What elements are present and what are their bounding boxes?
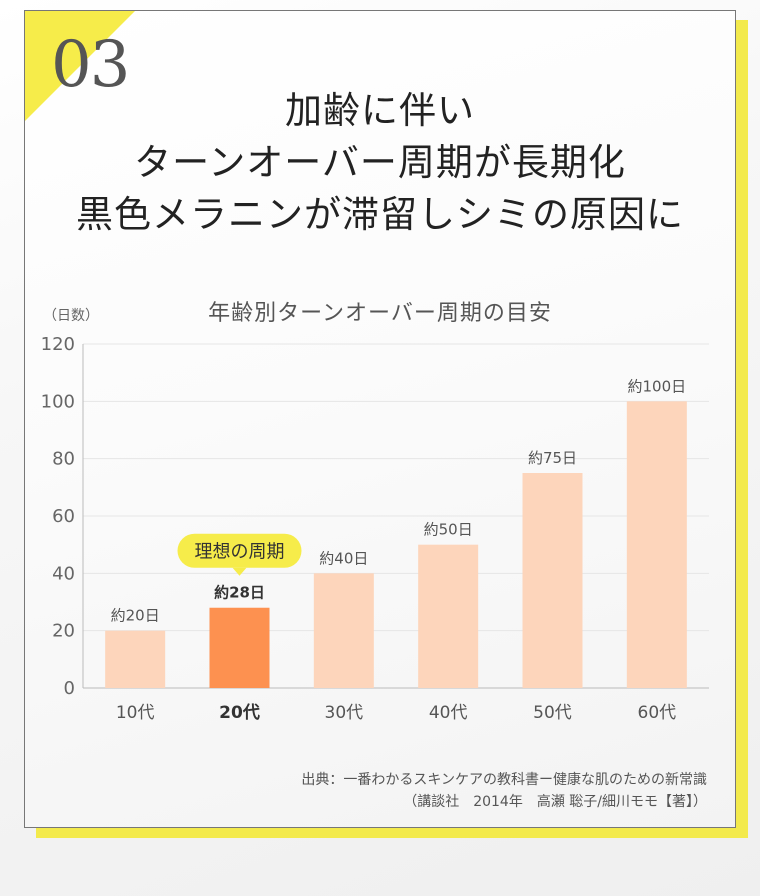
- bar: [418, 544, 479, 688]
- bar: [105, 630, 166, 688]
- data-label: 約28日: [214, 584, 265, 602]
- y-tick-label: 0: [64, 678, 75, 699]
- info-card: 03 加齢に伴い ターンオーバー周期が長期化 黒色メラニンが滞留しシミの原因に …: [24, 10, 736, 828]
- x-tick-label: 20代: [219, 702, 260, 723]
- data-label: 約50日: [424, 521, 473, 539]
- badge-number: 03: [51, 28, 130, 102]
- y-tick-label: 20: [52, 621, 75, 642]
- data-label: 約75日: [528, 449, 577, 467]
- bar: [522, 473, 583, 688]
- highlight-callout-pointer: [232, 567, 247, 576]
- x-tick-label: 60代: [638, 703, 677, 723]
- data-label: 約20日: [111, 607, 160, 625]
- headline-line-1: 加齢に伴い: [285, 89, 475, 132]
- source-line-2: （講談社 2014年 高瀬 聡子/細川モモ【著】）: [403, 794, 707, 810]
- y-tick-label: 60: [52, 506, 75, 527]
- data-label: 約100日: [628, 377, 687, 395]
- bar: [626, 401, 687, 688]
- highlight-callout-label: 理想の周期: [195, 542, 285, 563]
- source-line-1: 出典：一番わかるスキンケアの教科書ー健康な肌のための新常識: [301, 772, 707, 788]
- bar: [209, 607, 270, 688]
- headline-line-2: ターンオーバー周期が長期化: [134, 141, 626, 184]
- headline: 加齢に伴い ターンオーバー周期が長期化 黒色メラニンが滞留しシミの原因に: [25, 85, 735, 241]
- y-axis-unit: （日数）: [43, 308, 99, 324]
- headline-line-3: 黒色メラニンが滞留しシミの原因に: [76, 193, 684, 236]
- y-tick-label: 40: [52, 563, 75, 584]
- x-tick-label: 30代: [325, 703, 364, 723]
- chart-title: 年齢別ターンオーバー周期の目安: [208, 301, 552, 326]
- data-label: 約40日: [319, 549, 368, 567]
- highlight-callout-bubble: [177, 533, 302, 568]
- bar: [313, 573, 374, 688]
- x-tick-label: 50代: [533, 703, 572, 723]
- x-tick-label: 10代: [116, 703, 155, 723]
- bar-chart: 0 20 40 60 80 100 120 約20日 10代 約28日 20代 理想の周期 約40日 30…: [41, 334, 709, 723]
- y-tick-label: 80: [52, 449, 75, 470]
- y-tick-label: 100: [41, 391, 75, 412]
- x-tick-label: 40代: [429, 703, 468, 723]
- source-citation: 出典：一番わかるスキンケアの教科書ー健康な肌のための新常識 （講談社 2014年…: [301, 769, 707, 813]
- y-tick-label: 120: [41, 334, 75, 355]
- corner-triangle: [25, 11, 135, 121]
